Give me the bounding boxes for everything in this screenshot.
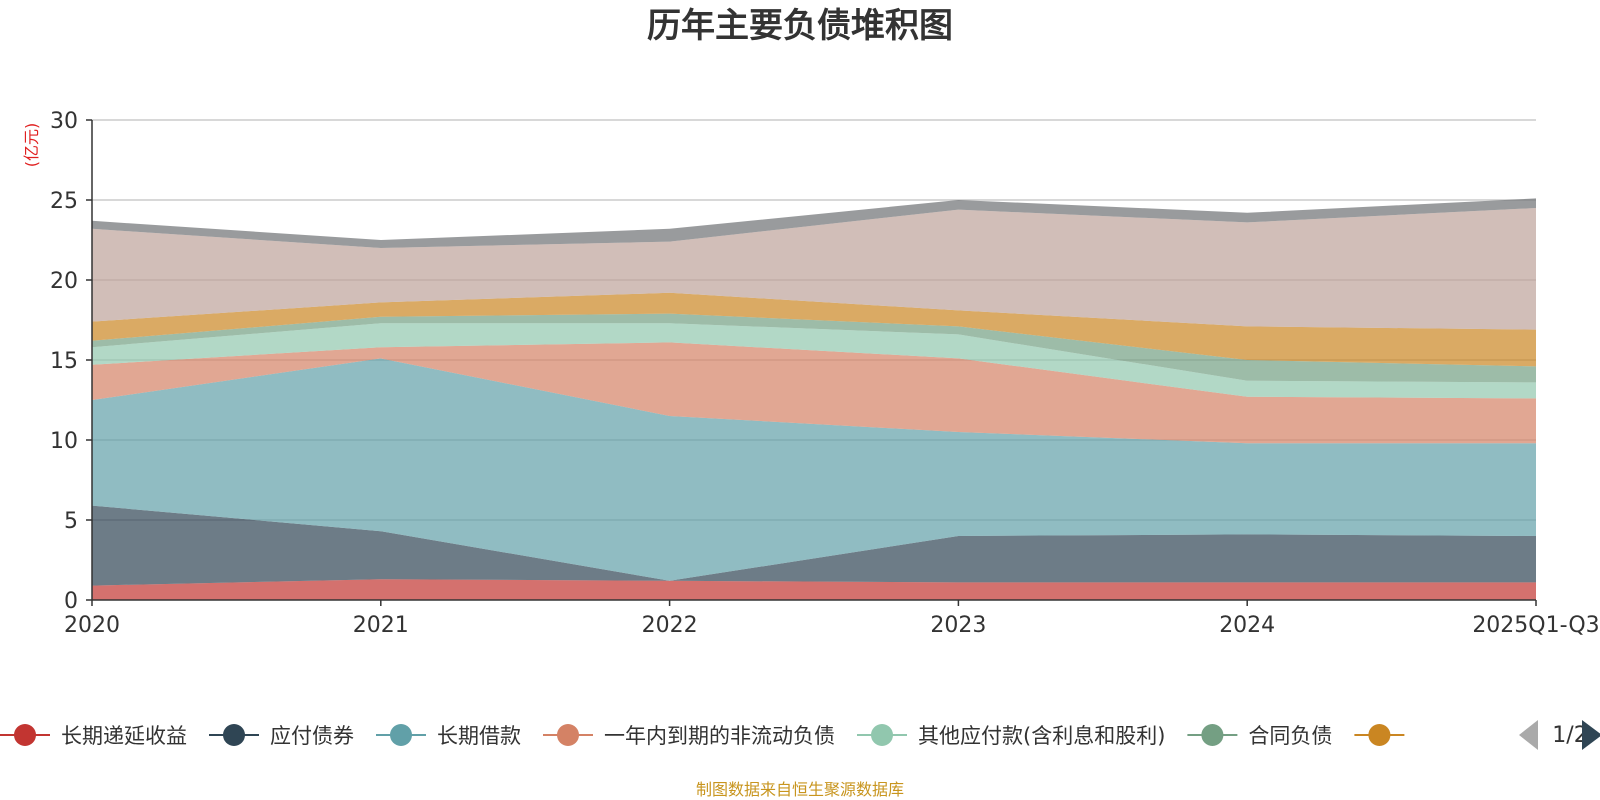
legend-item[interactable]: 长期递延收益 — [0, 724, 187, 748]
x-tick-label: 2021 — [353, 613, 409, 638]
legend-label: 长期递延收益 — [61, 724, 187, 748]
legend-marker-icon — [14, 724, 36, 746]
area-series-group — [92, 198, 1536, 600]
legend-label: 长期借款 — [437, 724, 521, 748]
area-series-2 — [92, 358, 1536, 581]
area-series-8 — [92, 198, 1536, 248]
area-series-4 — [92, 323, 1536, 399]
legend: 长期递延收益 应付债券 长期借款 一年内到期的非流动负债 其他应付款(含利息和股利) 合同… — [0, 724, 1405, 748]
area-series-1 — [92, 505, 1536, 586]
chart-title: 历年主要负债堆积图 — [647, 6, 953, 46]
data-source-note: 制图数据来自恒生聚源数据库 — [696, 780, 904, 799]
y-tick-label: 30 — [50, 109, 78, 134]
legend-page-indicator: 1/2 — [1552, 723, 1587, 748]
x-tick-label: 2024 — [1219, 613, 1275, 638]
y-tick-label: 20 — [50, 269, 78, 294]
legend-item[interactable]: 其他应付款(含利息和股利) — [857, 724, 1165, 748]
area-series-7 — [92, 208, 1536, 330]
legend-label: 一年内到期的非流动负债 — [604, 724, 835, 748]
y-tick-label: 0 — [64, 589, 78, 614]
legend-label: 应付债券 — [270, 724, 354, 748]
legend-item-partial[interactable] — [1354, 724, 1405, 746]
area-series-6 — [92, 292, 1536, 367]
legend-marker-icon — [223, 724, 245, 746]
legend-item[interactable]: 应付债券 — [209, 724, 354, 748]
area-series-0 — [92, 579, 1536, 600]
legend-label: 合同负债 — [1248, 724, 1332, 748]
x-tick-label: 2022 — [642, 613, 698, 638]
y-tick-label: 10 — [50, 429, 78, 454]
area-series-5 — [92, 313, 1536, 383]
x-tick-label: 2023 — [930, 613, 986, 638]
legend-marker-icon — [1368, 724, 1391, 746]
legend-item[interactable]: 一年内到期的非流动负债 — [543, 724, 835, 748]
legend-marker-icon — [871, 724, 893, 746]
legend-item[interactable]: 合同负债 — [1187, 724, 1332, 748]
legend-marker-icon — [390, 724, 412, 746]
legend-marker-icon — [557, 724, 579, 746]
axes: 0 5 10 15 20 25 30 2020 2021 2022 2023 2024 2025Q1-Q… — [50, 109, 1600, 638]
y-tick-label: 5 — [64, 509, 78, 534]
x-tick-label: 2025Q1-Q3 — [1472, 613, 1599, 638]
x-tick-label: 2020 — [64, 613, 120, 638]
y-tick-label: 15 — [50, 349, 78, 374]
legend-marker-icon — [1201, 724, 1224, 746]
legend-prev-page-icon[interactable] — [1519, 720, 1538, 750]
legend-next-page-icon[interactable] — [1582, 720, 1600, 750]
legend-pager: 1/2 — [1519, 720, 1600, 750]
legend-label: 其他应付款(含利息和股利) — [918, 724, 1165, 748]
y-tick-label: 25 — [50, 189, 78, 214]
legend-item[interactable]: 长期借款 — [376, 724, 521, 748]
area-series-3 — [92, 342, 1536, 444]
y-axis-unit-label: (亿元) — [22, 123, 41, 168]
